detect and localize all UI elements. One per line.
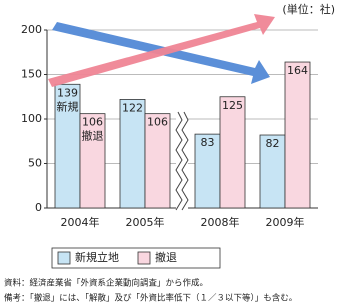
y-tick-label: 0 bbox=[35, 201, 42, 214]
x-tick-label: 2004年 bbox=[61, 215, 100, 229]
up-arrow bbox=[48, 14, 275, 87]
bar bbox=[284, 61, 311, 209]
note: 備考：「撤退」には、「解散」及び「外資比率低下（１／３以下等）」も含む。 bbox=[4, 293, 297, 304]
plot: 0501001502002004年139新規106撤退2005年12210620… bbox=[21, 23, 318, 229]
x-tick-label: 2008年 bbox=[201, 215, 240, 229]
value-label: 125 bbox=[222, 99, 243, 112]
legend-swatch bbox=[137, 251, 151, 265]
value-label: 106 bbox=[147, 116, 168, 129]
x-tick-label: 2009年 bbox=[266, 215, 305, 229]
annotation: 撤退 bbox=[82, 129, 104, 143]
value-label: 106 bbox=[82, 116, 103, 129]
value-label: 82 bbox=[266, 137, 280, 150]
x-tick-label: 2005年 bbox=[126, 215, 165, 229]
value-label: 83 bbox=[201, 136, 215, 149]
y-tick-label: 200 bbox=[21, 23, 42, 36]
bar bbox=[144, 113, 171, 209]
legend-label: 撤退 bbox=[155, 250, 177, 264]
bar bbox=[194, 133, 221, 209]
legend-swatch bbox=[57, 251, 71, 265]
value-label: 139 bbox=[57, 86, 78, 99]
value-label: 164 bbox=[287, 64, 308, 77]
legend-box bbox=[51, 247, 221, 269]
bar bbox=[219, 96, 246, 209]
bar bbox=[259, 134, 286, 209]
y-tick-label: 100 bbox=[21, 112, 42, 125]
axis-break bbox=[175, 111, 189, 212]
value-label: 122 bbox=[122, 101, 143, 114]
bar bbox=[79, 113, 106, 209]
y-tick-label: 50 bbox=[28, 157, 42, 170]
annotation: 新規 bbox=[57, 99, 79, 113]
unit-label: (単位：社) bbox=[282, 2, 335, 16]
bar bbox=[119, 99, 146, 209]
y-tick-label: 150 bbox=[21, 68, 42, 81]
note: 資料：経済産業省「外資系企業動向調査」から作成。 bbox=[4, 278, 208, 289]
legend-label: 新規立地 bbox=[75, 250, 119, 264]
trend-arrows bbox=[48, 14, 275, 87]
